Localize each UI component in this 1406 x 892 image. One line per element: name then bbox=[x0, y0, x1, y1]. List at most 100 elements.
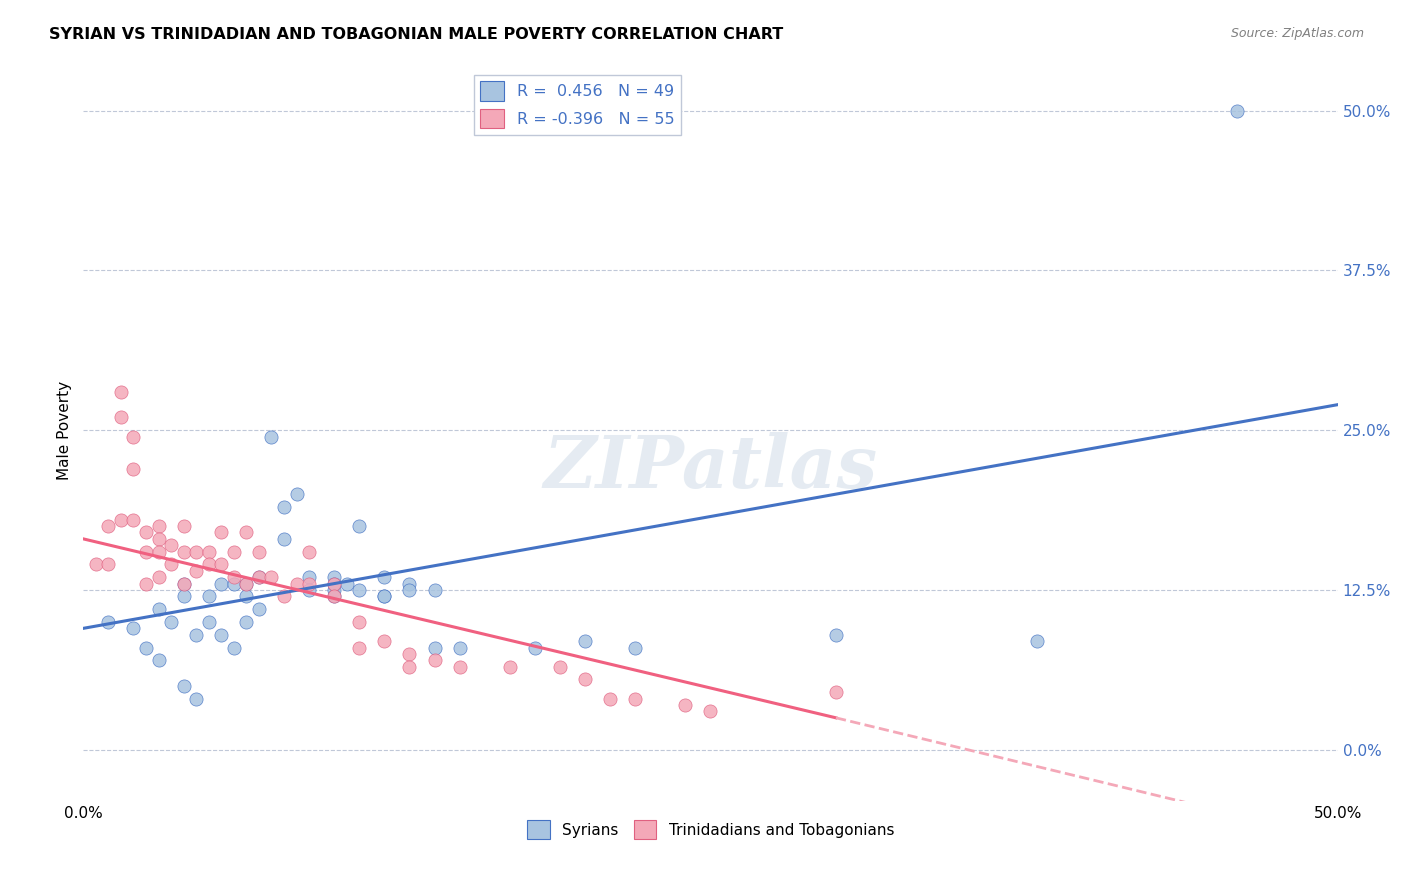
Point bbox=[222, 640, 245, 655]
Point bbox=[1226, 103, 1249, 118]
Point bbox=[599, 691, 621, 706]
Text: Source: ZipAtlas.com: Source: ZipAtlas.com bbox=[1230, 27, 1364, 40]
Point bbox=[247, 570, 270, 584]
Point bbox=[398, 647, 420, 661]
Point bbox=[423, 653, 446, 667]
Point bbox=[398, 576, 420, 591]
Point bbox=[323, 570, 346, 584]
Point bbox=[84, 558, 107, 572]
Point bbox=[122, 621, 145, 635]
Point bbox=[173, 576, 195, 591]
Point bbox=[523, 640, 546, 655]
Point bbox=[122, 429, 145, 443]
Point bbox=[825, 628, 848, 642]
Point bbox=[699, 705, 721, 719]
Point bbox=[349, 615, 371, 629]
Point bbox=[373, 634, 395, 648]
Point bbox=[122, 461, 145, 475]
Point bbox=[273, 500, 295, 514]
Point bbox=[197, 544, 219, 558]
Point bbox=[323, 590, 346, 604]
Point bbox=[235, 576, 257, 591]
Legend: Syrians, Trinidadians and Tobagonians: Syrians, Trinidadians and Tobagonians bbox=[520, 814, 900, 845]
Point bbox=[135, 640, 157, 655]
Point bbox=[148, 570, 170, 584]
Point bbox=[260, 570, 283, 584]
Point bbox=[260, 429, 283, 443]
Point bbox=[285, 487, 308, 501]
Point bbox=[186, 544, 208, 558]
Point bbox=[548, 659, 571, 673]
Point bbox=[298, 544, 321, 558]
Point bbox=[209, 576, 232, 591]
Point bbox=[148, 602, 170, 616]
Point bbox=[197, 558, 219, 572]
Point bbox=[173, 519, 195, 533]
Text: SYRIAN VS TRINIDADIAN AND TOBAGONIAN MALE POVERTY CORRELATION CHART: SYRIAN VS TRINIDADIAN AND TOBAGONIAN MAL… bbox=[49, 27, 783, 42]
Point bbox=[148, 653, 170, 667]
Point bbox=[624, 640, 647, 655]
Point bbox=[160, 538, 183, 552]
Point bbox=[110, 410, 132, 425]
Point bbox=[173, 590, 195, 604]
Point bbox=[298, 576, 321, 591]
Point bbox=[624, 691, 647, 706]
Text: ZIPatlas: ZIPatlas bbox=[543, 432, 877, 503]
Point bbox=[373, 570, 395, 584]
Point bbox=[423, 582, 446, 597]
Point bbox=[135, 576, 157, 591]
Point bbox=[349, 582, 371, 597]
Point bbox=[173, 679, 195, 693]
Point bbox=[449, 659, 471, 673]
Point bbox=[110, 384, 132, 399]
Point bbox=[197, 615, 219, 629]
Point bbox=[373, 590, 395, 604]
Point bbox=[197, 590, 219, 604]
Y-axis label: Male Poverty: Male Poverty bbox=[58, 381, 72, 480]
Point bbox=[323, 590, 346, 604]
Point bbox=[122, 513, 145, 527]
Point bbox=[574, 634, 596, 648]
Point bbox=[173, 544, 195, 558]
Point bbox=[209, 558, 232, 572]
Point bbox=[209, 628, 232, 642]
Point bbox=[273, 590, 295, 604]
Point bbox=[298, 582, 321, 597]
Point bbox=[148, 519, 170, 533]
Point bbox=[235, 615, 257, 629]
Point bbox=[273, 532, 295, 546]
Point bbox=[186, 564, 208, 578]
Point bbox=[499, 659, 522, 673]
Point bbox=[673, 698, 696, 712]
Point bbox=[449, 640, 471, 655]
Point bbox=[97, 615, 120, 629]
Point bbox=[423, 640, 446, 655]
Point bbox=[222, 576, 245, 591]
Point bbox=[349, 640, 371, 655]
Point bbox=[323, 582, 346, 597]
Point bbox=[235, 576, 257, 591]
Point bbox=[186, 628, 208, 642]
Point bbox=[148, 532, 170, 546]
Point bbox=[209, 525, 232, 540]
Point bbox=[247, 570, 270, 584]
Point bbox=[398, 659, 420, 673]
Point bbox=[349, 519, 371, 533]
Point bbox=[1025, 634, 1047, 648]
Point bbox=[222, 544, 245, 558]
Point bbox=[323, 576, 346, 591]
Point bbox=[160, 615, 183, 629]
Point bbox=[160, 558, 183, 572]
Point bbox=[235, 525, 257, 540]
Point bbox=[398, 582, 420, 597]
Point bbox=[135, 544, 157, 558]
Point bbox=[825, 685, 848, 699]
Point bbox=[574, 673, 596, 687]
Point bbox=[373, 590, 395, 604]
Point bbox=[222, 570, 245, 584]
Point bbox=[298, 570, 321, 584]
Point bbox=[135, 525, 157, 540]
Point bbox=[148, 544, 170, 558]
Point bbox=[285, 576, 308, 591]
Point bbox=[247, 602, 270, 616]
